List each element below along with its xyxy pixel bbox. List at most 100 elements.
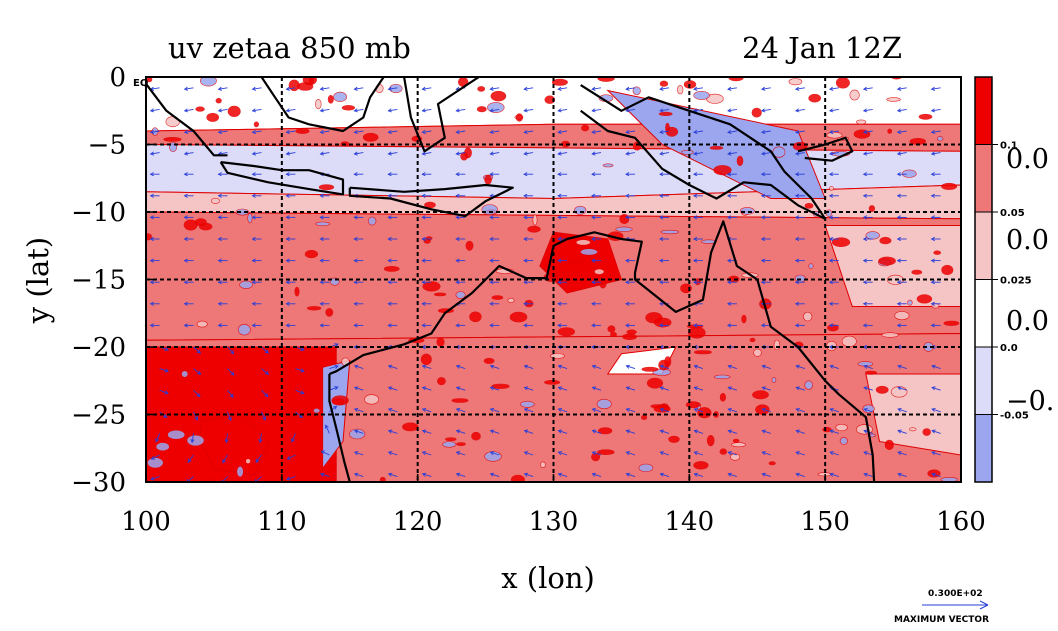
wind-vector <box>291 433 296 443</box>
wind-vector-head <box>421 129 426 135</box>
wind-vector <box>828 236 839 242</box>
wind-vector-head <box>760 193 766 198</box>
wind-vector <box>353 215 364 220</box>
speckle-blob <box>741 314 747 324</box>
wind-vector <box>693 129 703 135</box>
wind-vector <box>897 472 907 478</box>
wind-vector-head <box>930 280 935 285</box>
wind-vector-head <box>897 472 902 477</box>
wind-vector-head <box>930 129 936 135</box>
wind-vector-head <box>896 258 901 263</box>
wind-vector-head <box>829 407 834 412</box>
speckle-blob <box>318 184 335 191</box>
wind-vector <box>150 476 160 481</box>
wind-vector <box>828 108 839 113</box>
wind-vector-head <box>863 429 868 434</box>
speckle-blob <box>313 408 321 414</box>
wind-vector <box>319 301 330 306</box>
wind-vector-shaft <box>490 473 500 478</box>
wind-vector-shaft <box>329 386 338 391</box>
wind-vector-shaft <box>761 130 771 133</box>
wind-vector-head <box>727 108 732 113</box>
speckle-blob <box>660 229 679 235</box>
x-tick-label: 130 <box>529 507 579 537</box>
wind-vector <box>794 280 805 285</box>
wind-vector <box>285 323 296 328</box>
colorbar-label-small: 0.025 <box>1000 276 1032 287</box>
speckle-blob <box>638 463 654 473</box>
wind-vector-head <box>795 407 800 412</box>
wind-vector <box>295 368 305 373</box>
wind-vector-head <box>557 323 562 328</box>
wind-vector-head <box>591 236 596 242</box>
speckle-blob <box>730 453 741 461</box>
wind-vector-head <box>217 129 223 135</box>
wind-vector <box>523 215 534 220</box>
wind-vector <box>421 236 432 242</box>
wind-vector <box>489 151 500 156</box>
wind-vector <box>659 364 670 370</box>
wind-vector-head <box>897 429 902 434</box>
speckle-blob <box>379 476 386 482</box>
wind-vector <box>320 450 330 456</box>
wind-vector-head <box>421 451 427 456</box>
wind-vector-head <box>659 151 664 156</box>
wind-vector-shaft <box>796 430 805 434</box>
wind-vector <box>319 280 330 285</box>
wind-vector-head <box>319 323 324 328</box>
wind-vector-shaft <box>931 87 941 90</box>
wind-vector <box>625 364 636 370</box>
wind-vector-head <box>625 472 630 477</box>
wind-vector-shaft <box>524 87 534 90</box>
wind-vector-head <box>863 386 868 391</box>
wind-vector <box>828 215 839 220</box>
wind-vector <box>794 193 805 198</box>
wind-vector-head <box>828 258 834 263</box>
wind-vector <box>387 129 398 135</box>
speckle-blob <box>694 350 712 355</box>
wind-vector-head <box>334 386 339 390</box>
wind-vector-head <box>896 301 901 306</box>
wind-vector <box>353 301 364 306</box>
wind-vector <box>353 108 364 113</box>
wind-vector-head <box>421 301 426 306</box>
wind-vector <box>455 151 466 156</box>
speckle-blob <box>580 248 598 256</box>
wind-vector <box>353 407 364 413</box>
wind-vector-head <box>692 280 698 285</box>
speckle-blob <box>622 333 637 340</box>
speckle-blob <box>436 337 445 347</box>
wind-vector-head <box>659 301 664 306</box>
speckle-blob <box>194 218 207 227</box>
wind-vector <box>261 389 269 398</box>
wind-vector-shaft <box>524 365 534 370</box>
wind-vector <box>795 429 805 434</box>
wind-vector <box>329 405 338 413</box>
wind-vector <box>285 151 296 156</box>
wind-vector-head <box>286 476 291 481</box>
wind-vector-head <box>896 172 901 177</box>
wind-vector-head <box>625 172 630 177</box>
wind-vector-shaft <box>897 473 907 478</box>
wind-vector-head <box>625 108 630 113</box>
wind-vector-shaft <box>320 473 330 478</box>
wind-vector-head <box>149 301 154 306</box>
wind-vector-head <box>795 472 800 477</box>
wind-vector-head <box>183 129 189 135</box>
wind-vector-head <box>930 301 935 306</box>
wind-vector <box>692 323 703 328</box>
wind-vector-shaft <box>252 152 262 155</box>
wind-vector <box>183 215 194 220</box>
wind-vector <box>149 280 160 285</box>
wind-vector-head <box>190 438 195 444</box>
wind-vector-shaft <box>193 389 201 397</box>
wind-vector-shaft <box>456 451 466 456</box>
wind-vector-shaft <box>252 108 262 112</box>
wind-vector-head <box>896 280 901 285</box>
speckle-blob <box>597 449 615 456</box>
wind-vector-shaft <box>320 108 330 112</box>
wind-vector-shaft <box>354 473 364 478</box>
region-coral-sea-light <box>824 225 961 307</box>
wind-vector-shaft <box>660 87 670 90</box>
wind-vector <box>183 301 194 306</box>
